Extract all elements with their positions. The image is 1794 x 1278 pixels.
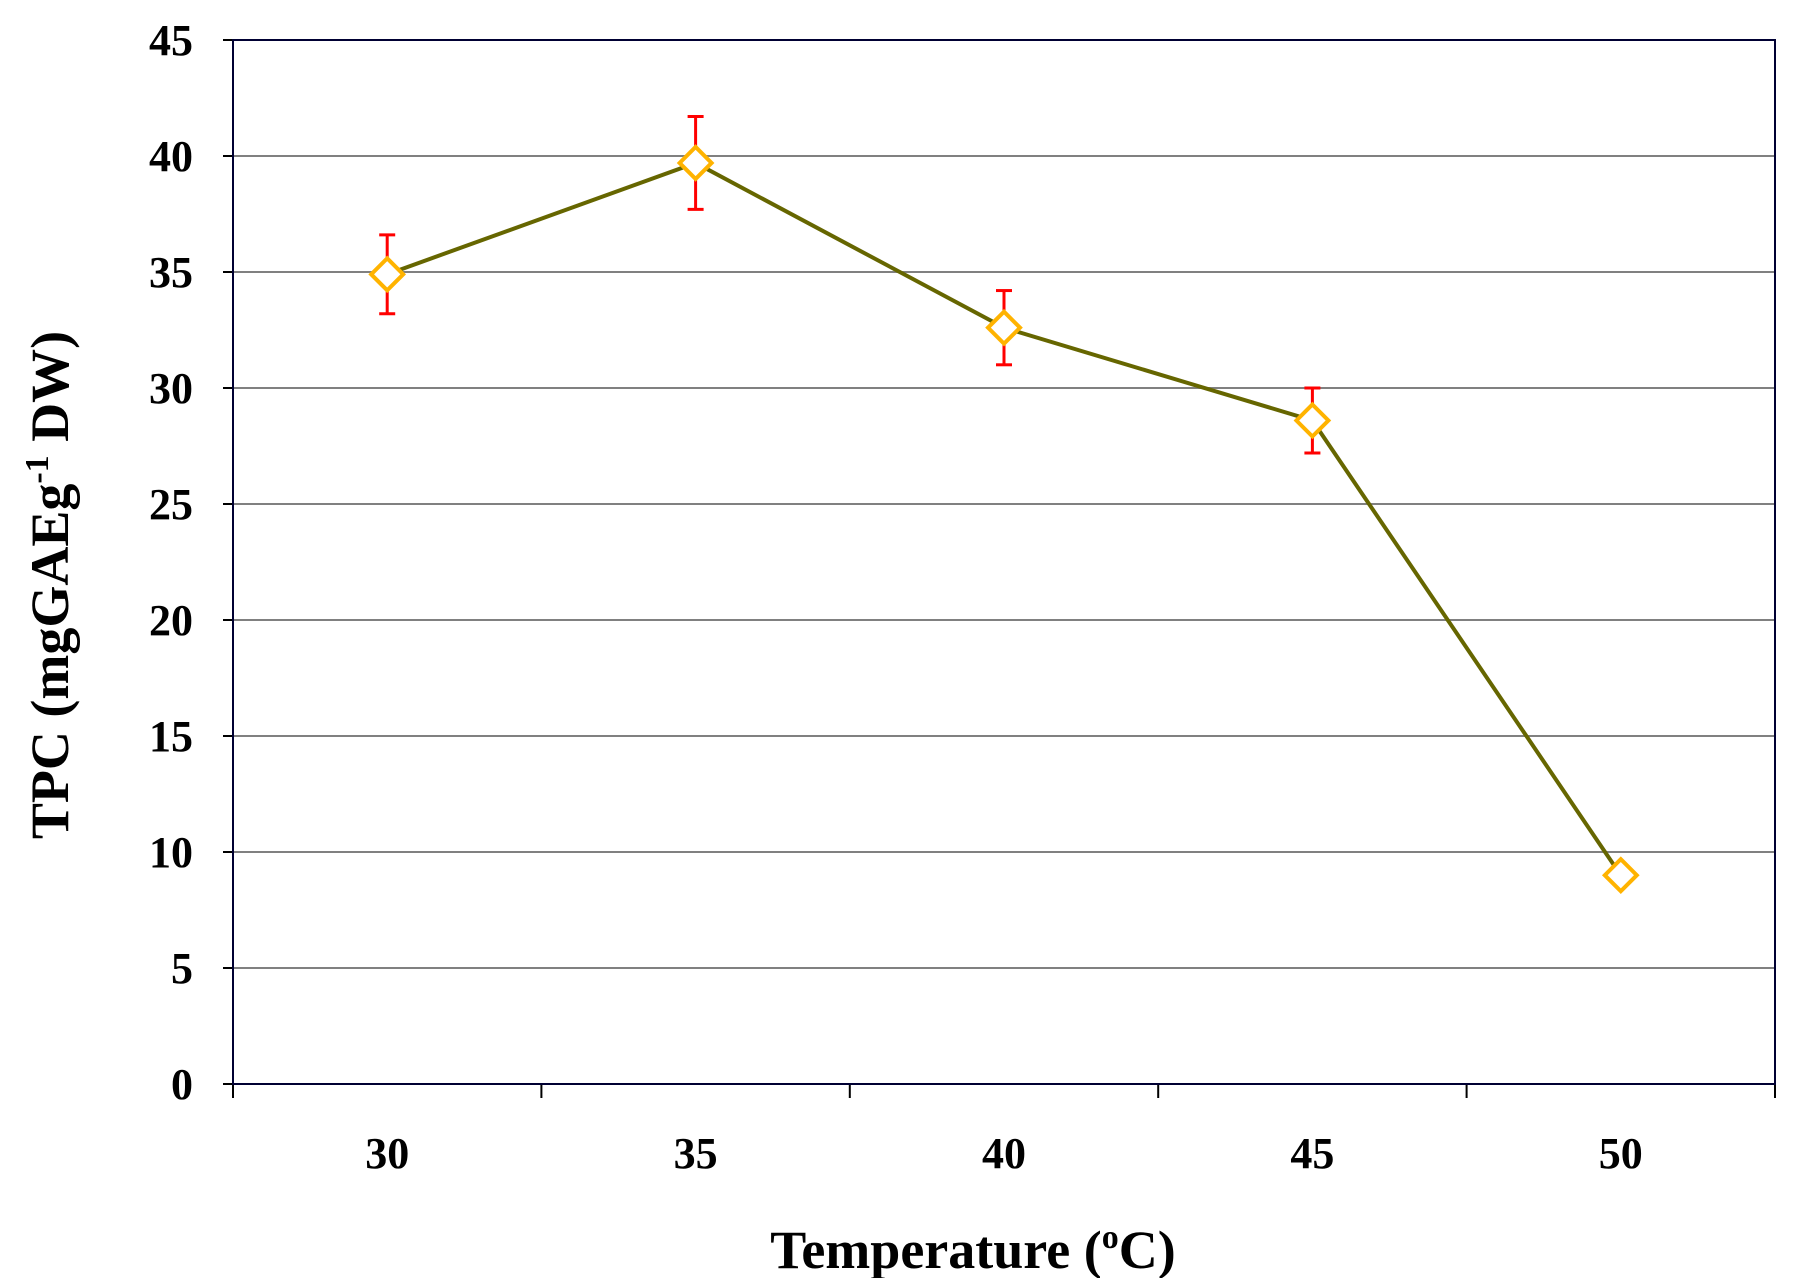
data-point-marker (676, 144, 715, 182)
data-point-marker (1601, 856, 1640, 895)
series-tpc (368, 115, 1640, 895)
data-point-marker (368, 255, 407, 294)
x-tick-label: 40 (982, 1129, 1026, 1178)
x-axis-label: Temperature (oC) (770, 1219, 1175, 1278)
data-point-marker (985, 308, 1023, 347)
y-tick-label: 15 (149, 712, 193, 761)
y-tick-label: 30 (149, 364, 193, 413)
data-point-marker (1293, 401, 1332, 440)
plot-frame (232, 39, 1776, 1085)
y-tick-label: 0 (171, 1060, 193, 1109)
x-tick-label: 35 (674, 1129, 718, 1178)
y-tick-label: 10 (149, 828, 193, 877)
y-tick-label: 40 (149, 132, 193, 181)
y-tick-label: 35 (149, 248, 193, 297)
series-line (386, 160, 1623, 877)
y-tick-label: 45 (149, 16, 193, 65)
x-axis-ticks: 30 35 40 45 50 (232, 1084, 1776, 1178)
y-tick-label: 20 (149, 596, 193, 645)
y-tick-label: 5 (171, 944, 193, 993)
gridlines (233, 155, 1775, 969)
y-axis-ticks: 0 5 10 15 20 25 30 35 40 45 (149, 16, 233, 1109)
x-tick-label: 45 (1290, 1129, 1334, 1178)
x-tick-label: 50 (1599, 1129, 1643, 1178)
y-tick-label: 25 (149, 480, 193, 529)
y-axis-label: TPC (mgGAEg-1 DW) (19, 331, 80, 839)
x-tick-label: 30 (365, 1129, 409, 1178)
